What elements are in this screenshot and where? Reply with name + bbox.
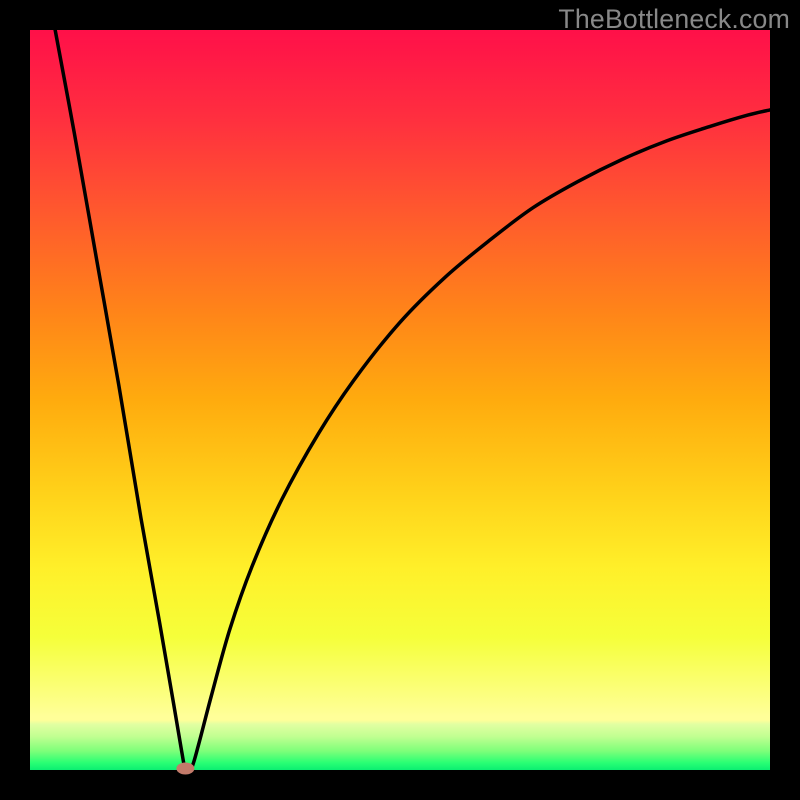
chart-container: TheBottleneck.com — [0, 0, 800, 800]
watermark-text: TheBottleneck.com — [558, 4, 790, 35]
minimum-marker — [176, 763, 194, 775]
plot-background — [30, 30, 770, 770]
bottleneck-chart — [0, 0, 800, 800]
